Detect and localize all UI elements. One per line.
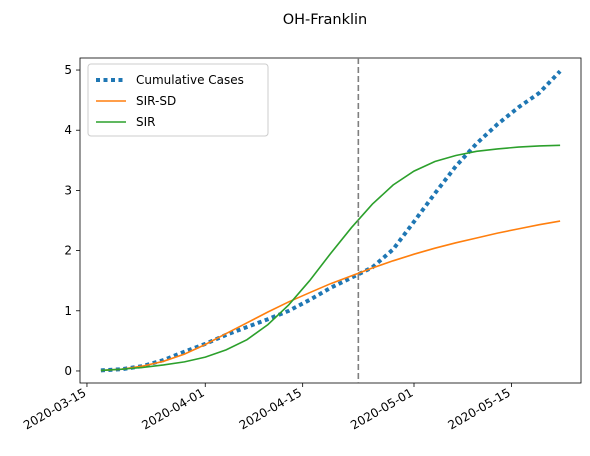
chart-title: OH-Franklin (283, 12, 368, 28)
y-tick-label: 4 (64, 123, 72, 137)
y-tick-label: 0 (64, 364, 72, 378)
legend-label: SIR (136, 115, 156, 129)
x-tick-label: 2020-03-15 (21, 385, 88, 432)
series-line-cumulative-cases (100, 69, 562, 373)
plot-frame (79, 57, 582, 384)
y-tick-label: 1 (64, 304, 72, 318)
x-tick-label: 2020-05-01 (348, 385, 415, 432)
x-tick-label: 2020-04-15 (237, 385, 304, 432)
plot-area (79, 57, 582, 384)
y-tick-label: 5 (64, 63, 72, 77)
y-tick-label: 3 (64, 183, 72, 197)
series-line-sir (100, 144, 561, 372)
y-tick-label: 2 (64, 244, 72, 258)
series-line-sir-sd (100, 220, 561, 372)
legend-label: Cumulative Cases (136, 73, 244, 87)
x-tick-label: 2020-05-15 (446, 385, 513, 432)
series-layer (100, 58, 562, 383)
x-tick-label: 2020-04-01 (139, 385, 206, 432)
legend-label: SIR-SD (136, 94, 176, 108)
legend-box (87, 63, 269, 137)
y-axis: 0 1 2 3 4 5 (64, 63, 80, 378)
legend: Cumulative Cases SIR-SD SIR (87, 63, 269, 137)
x-axis: 2020-03-15 2020-04-01 2020-04-15 2020-05-01… (21, 383, 513, 432)
